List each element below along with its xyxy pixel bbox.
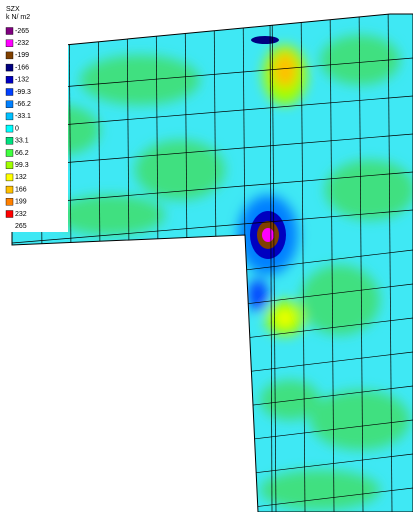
legend-label: 232 (15, 211, 27, 218)
legend-label: 33.1 (15, 138, 29, 145)
legend-label: 0 (15, 125, 19, 132)
legend-swatch (6, 186, 13, 193)
legend-swatch (6, 76, 13, 83)
legend-swatch (6, 211, 13, 218)
legend-swatch (6, 52, 13, 59)
contour-view: SZX k N/ m2 -265 -232 -199 -166 -132 -99.3 -66… (0, 0, 413, 512)
legend-label: -265 (15, 28, 29, 35)
hotspot (251, 36, 279, 44)
legend-title: SZX (6, 6, 20, 13)
legend-label: 99.3 (15, 162, 29, 169)
page: SZX k N/ m2 -265 -232 -199 -166 -132 -99.3 -66… (0, 0, 413, 512)
legend-label: 132 (15, 174, 27, 181)
legend-label: -132 (15, 77, 29, 84)
legend-swatch (6, 174, 13, 181)
hotspot (262, 228, 274, 242)
legend-label: -99.3 (15, 89, 31, 96)
legend-label: -199 (15, 52, 29, 59)
legend-unit: k N/ m2 (6, 14, 30, 21)
legend-label: 199 (15, 199, 27, 206)
legend-swatch (6, 125, 13, 132)
legend-swatch (6, 28, 13, 35)
legend-label: -66.2 (15, 101, 31, 108)
legend-swatch (6, 89, 13, 96)
legend-label: 265 (15, 223, 27, 230)
legend-swatch (6, 64, 13, 71)
legend-swatch (6, 113, 13, 120)
legend-swatch (6, 40, 13, 47)
legend-label: 166 (15, 186, 27, 193)
legend-swatch (6, 162, 13, 169)
legend-label: 66.2 (15, 150, 29, 157)
legend-swatch (6, 198, 13, 205)
legend-swatch (6, 150, 13, 157)
legend-swatch (6, 137, 13, 144)
legend-label: -232 (15, 40, 29, 47)
legend-label: -166 (15, 64, 29, 71)
legend-swatch (6, 101, 13, 108)
legend-label: -33.1 (15, 113, 31, 120)
